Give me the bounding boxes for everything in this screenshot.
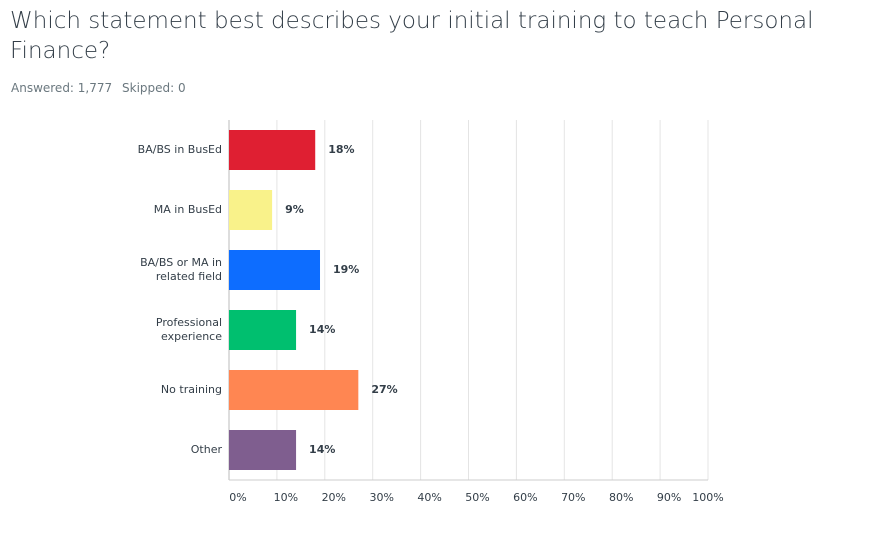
category-label: BA/BS or MA in related field <box>140 256 222 283</box>
category-label: BA/BS in BusEd <box>137 143 222 156</box>
bar <box>229 370 359 410</box>
bar <box>229 310 297 350</box>
category-label: Professional experience <box>155 316 222 343</box>
x-tick-label: 70% <box>561 491 585 504</box>
question-title: Which statement best describes your init… <box>10 8 814 64</box>
value-label: 18% <box>328 143 354 156</box>
x-tick-label: 50% <box>465 491 489 504</box>
value-label: 9% <box>285 203 304 216</box>
answered-count: Answered: 1,777 <box>11 81 113 95</box>
x-tick-label: 0% <box>229 491 246 504</box>
bar <box>229 250 321 290</box>
x-tick-label: 80% <box>609 491 633 504</box>
x-tick-label: 20% <box>322 491 346 504</box>
value-label: 19% <box>333 263 359 276</box>
category-label: No training <box>160 383 222 396</box>
category-label: MA in BusEd <box>153 203 222 216</box>
x-tick-label: 90% <box>657 491 681 504</box>
x-tick-label: 100% <box>692 491 723 504</box>
value-label: 14% <box>309 443 335 456</box>
x-tick-label: 40% <box>417 491 441 504</box>
x-tick-label: 10% <box>274 491 298 504</box>
x-tick-label: 30% <box>369 491 393 504</box>
category-label: Other <box>190 443 222 456</box>
skipped-count: Skipped: 0 <box>122 81 186 95</box>
value-label: 14% <box>309 323 335 336</box>
category-labels: BA/BS in BusEd MA in BusEd BA/BS or MA in … <box>72 0 222 538</box>
x-tick-label: 60% <box>513 491 537 504</box>
bar <box>229 430 297 470</box>
bar <box>229 190 273 230</box>
value-label: 27% <box>371 383 397 396</box>
bar <box>229 130 316 170</box>
